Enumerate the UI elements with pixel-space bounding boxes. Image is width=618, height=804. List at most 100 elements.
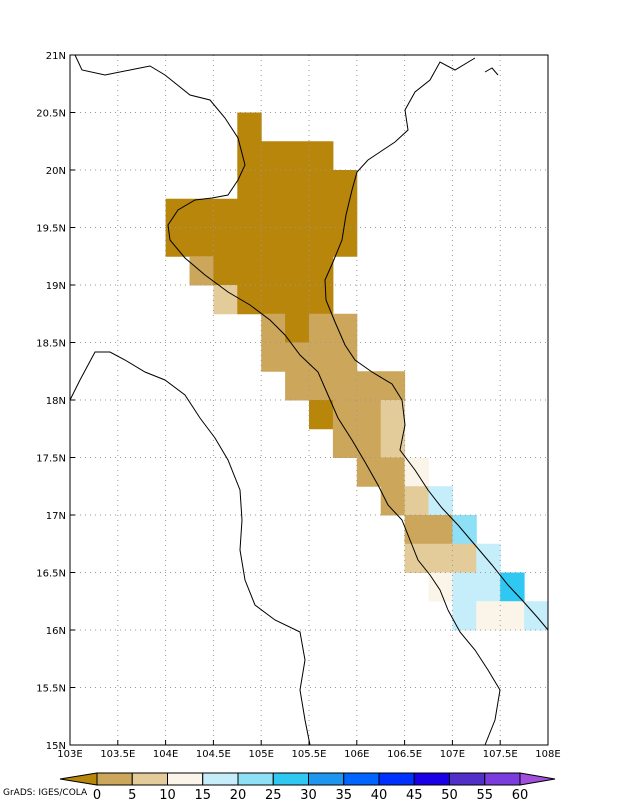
x-tick-label: 104.5E xyxy=(196,749,231,760)
grid-cell xyxy=(356,457,382,487)
grid-cell xyxy=(404,515,429,545)
grid-cell xyxy=(261,141,286,171)
coastline xyxy=(324,57,549,631)
grid-cell xyxy=(261,256,286,286)
colorbar-swatch xyxy=(96,772,133,786)
colorbar-swatch xyxy=(413,772,450,786)
grid-cell xyxy=(285,256,310,286)
y-tick-label: 19.5N xyxy=(36,224,66,235)
border xyxy=(447,609,501,746)
grid-cell xyxy=(452,515,477,545)
grid-cell xyxy=(452,601,477,631)
grid-cell xyxy=(309,170,334,200)
x-tick-label: 107.5E xyxy=(483,749,518,760)
colorbar-swatch xyxy=(167,772,204,786)
boundaries xyxy=(69,54,549,746)
grid-cell xyxy=(213,285,238,315)
x-tick-label: 106.5E xyxy=(387,749,422,760)
colorbar-label: 10 xyxy=(159,788,176,800)
grid-cell xyxy=(261,227,286,257)
x-tick-label: 103E xyxy=(57,749,82,760)
x-tick-label: 107E xyxy=(440,749,465,760)
grid-cell xyxy=(189,198,214,228)
grid-cell xyxy=(237,141,262,171)
y-tick-label: 18N xyxy=(46,396,66,407)
grid-cell xyxy=(261,170,286,200)
y-tick-label: 16N xyxy=(46,626,66,637)
grid-cell xyxy=(213,198,238,228)
colorbar-label: 30 xyxy=(300,788,317,800)
border xyxy=(69,351,311,746)
y-tick-label: 20N xyxy=(46,166,66,177)
grid-cell xyxy=(476,572,501,602)
y-tick-label: 17.5N xyxy=(36,454,66,465)
colorbar-swatch xyxy=(343,772,380,786)
grid-cell xyxy=(356,400,382,430)
grid-cell xyxy=(500,601,525,631)
grid-cell xyxy=(285,342,310,372)
grid-cell xyxy=(237,112,262,142)
colorbar-label: 50 xyxy=(441,788,458,800)
credit: GrADS: IGES/COLA xyxy=(3,788,88,798)
x-tick-label: 108E xyxy=(535,749,560,760)
y-tick-label: 15N xyxy=(46,741,66,752)
grid-cell xyxy=(380,400,406,430)
grid-cell xyxy=(309,227,334,257)
grid-cell xyxy=(165,227,190,257)
colorbar-swatch xyxy=(237,772,274,786)
x-tick-label: 106E xyxy=(344,749,369,760)
y-tick-label: 15.5N xyxy=(36,684,66,695)
colorbar-swatch xyxy=(378,772,415,786)
colorbar-swatch xyxy=(484,772,521,786)
grid-cell xyxy=(285,227,310,257)
grid-cell xyxy=(309,400,334,430)
x-tick-label: 103.5E xyxy=(100,749,135,760)
grid-cell xyxy=(285,170,310,200)
grid-cell xyxy=(261,342,286,372)
colorbar-label: 55 xyxy=(476,788,493,800)
colorbar-label: 0 xyxy=(93,788,101,800)
grid-cell xyxy=(309,371,334,401)
colorbar-swatch xyxy=(59,772,98,786)
grid-cell xyxy=(404,486,429,516)
grid-cell xyxy=(428,543,453,573)
grid-cell xyxy=(237,170,262,200)
grid-cell xyxy=(476,601,501,631)
grid-cell xyxy=(309,256,334,286)
x-tick-label: 105E xyxy=(248,749,273,760)
grid-cell xyxy=(213,227,238,257)
grid-cell xyxy=(213,256,238,286)
grid-cell xyxy=(261,198,286,228)
grid-cell xyxy=(356,371,382,401)
grid-cell xyxy=(476,543,501,573)
colorbar-label: 60 xyxy=(512,788,529,800)
grid-cell xyxy=(380,486,406,516)
grid-cell xyxy=(237,227,262,257)
colorbar: 0 5 10 15 20 25 30 35 40 45 50 55 60 xyxy=(59,772,556,803)
grid-cell xyxy=(261,313,286,343)
colorbar-label: 20 xyxy=(230,788,247,800)
grid-cell xyxy=(285,285,310,315)
y-tick-label: 16.5N xyxy=(36,569,66,580)
grid-cell xyxy=(309,313,334,343)
colorbar-label: 5 xyxy=(128,788,136,800)
y-tick-label: 17N xyxy=(46,511,66,522)
grid-cell xyxy=(452,572,477,602)
grid-cell xyxy=(285,313,310,343)
x-tick-label: 104E xyxy=(153,749,178,760)
grid-cell xyxy=(356,428,382,458)
colorbar-label: 40 xyxy=(371,788,388,800)
grid-cell xyxy=(261,285,286,315)
grid-cell xyxy=(452,543,477,573)
grid-cell xyxy=(309,141,334,171)
colorbar-swatch xyxy=(131,772,168,786)
colorbar-swatch xyxy=(272,772,309,786)
y-tick-label: 19N xyxy=(46,281,66,292)
tick-layer: 103E 103.5E 104E 104.5E 105E 105.5E 106E 106.5E… xyxy=(36,51,560,760)
grid-cell xyxy=(428,486,453,516)
colorbar-swatch xyxy=(449,772,486,786)
grid-cell xyxy=(285,141,310,171)
island xyxy=(484,67,499,76)
